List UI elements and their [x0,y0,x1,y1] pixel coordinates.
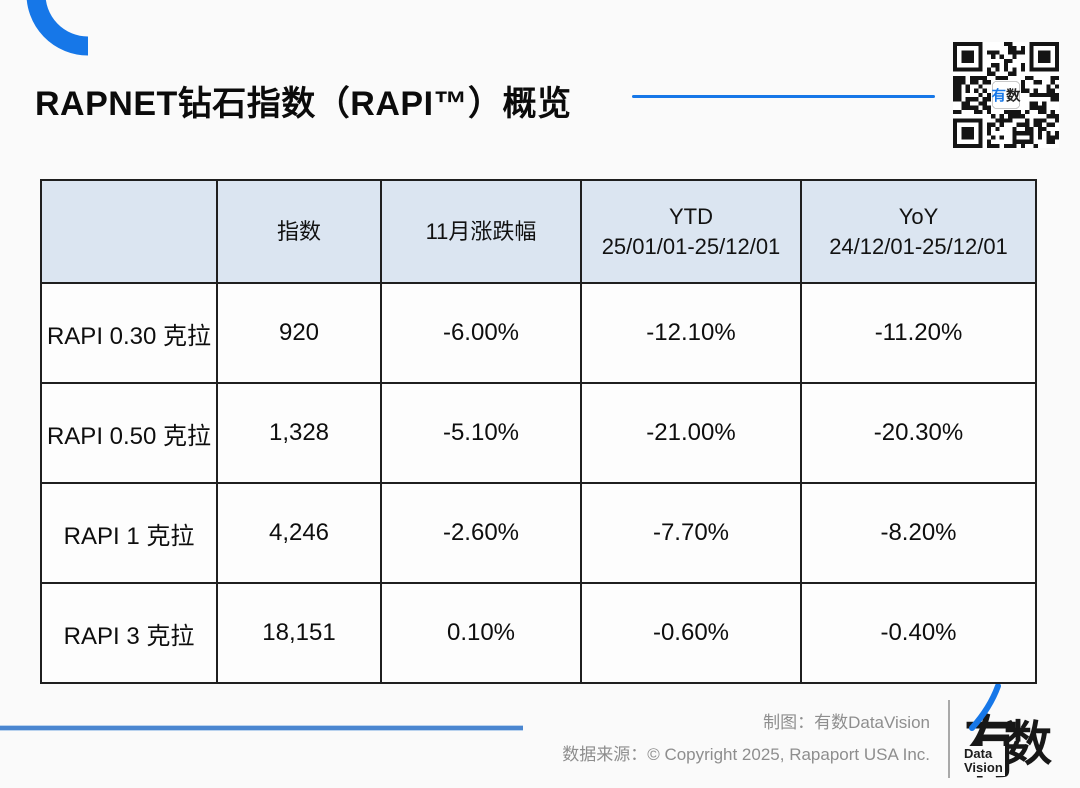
yoy-value: -8.20% [800,482,1037,584]
table-header-row: 指数 11月涨跌幅 YTD 25/01/01-25/12/01 YoY 24/1… [40,179,1037,284]
monthly-change-value: -5.10% [380,382,582,484]
column-header-index: 指数 [216,179,382,284]
table-row: RAPI 0.50 克拉 1,328 -5.10% -21.00% -20.30… [40,382,1037,484]
ytd-value: -0.60% [580,582,802,684]
page-title: RAPNET钻石指数（RAPI™）概览 [35,85,572,123]
yoy-value: -11.20% [800,282,1037,384]
logo-subtitle: Data Vision [962,746,1005,776]
ytd-value: -7.70% [580,482,802,584]
row-label: RAPI 0.30 克拉 [40,282,218,384]
qr-code: 有数 [953,42,1059,148]
title-underline [632,95,935,98]
source-line: 数据来源：© Copyright 2025, Rapaport USA Inc. [562,745,930,764]
index-value: 920 [216,282,382,384]
logo-character-shu: 数 [1004,718,1053,771]
index-value: 4,246 [216,482,382,584]
table-row: RAPI 0.30 克拉 920 -6.00% -12.10% -11.20% [40,282,1037,384]
ytd-value: -12.10% [580,282,802,384]
table-row: RAPI 3 克拉 18,151 0.10% -0.60% -0.40% [40,582,1037,684]
row-label: RAPI 3 克拉 [40,582,218,684]
datavision-logo: 有 数 Data Vision [958,684,1068,786]
index-value: 18,151 [216,582,382,684]
yoy-value: -20.30% [800,382,1037,484]
rapi-index-table: 指数 11月涨跌幅 YTD 25/01/01-25/12/01 YoY 24/1… [40,179,1037,684]
monthly-change-value: -6.00% [380,282,582,384]
column-header-ytd: YTD 25/01/01-25/12/01 [580,179,802,284]
row-label: RAPI 1 克拉 [40,482,218,584]
column-header-blank [40,179,218,284]
svg-text:有数: 有数 [992,87,1021,105]
monthly-change-value: 0.10% [380,582,582,684]
column-header-monthly-change: 11月涨跌幅 [380,179,582,284]
yoy-value: -0.40% [800,582,1037,684]
column-header-yoy: YoY 24/12/01-25/12/01 [800,179,1037,284]
table-row: RAPI 1 克拉 4,246 -2.60% -7.70% -8.20% [40,482,1037,584]
row-label: RAPI 0.50 克拉 [40,382,218,484]
monthly-change-value: -2.60% [380,482,582,584]
footer-accent-line [0,726,523,730]
footer-divider [948,700,950,778]
footer-credits: 制图：有数DataVision 数据来源：© Copyright 2025, R… [330,707,930,771]
ytd-value: -21.00% [580,382,802,484]
brand-arc-decoration [26,0,89,56]
credit-line: 制图：有数DataVision [763,713,930,732]
index-value: 1,328 [216,382,382,484]
